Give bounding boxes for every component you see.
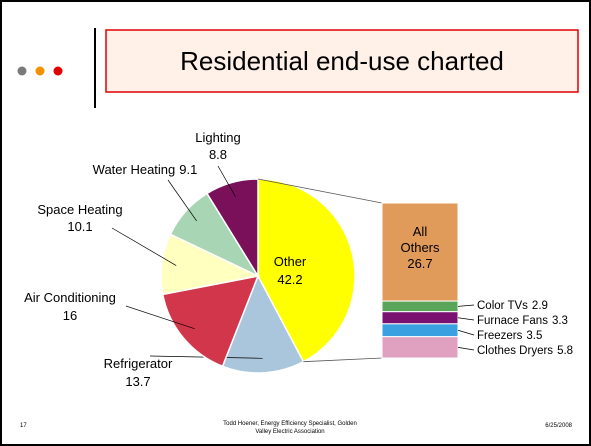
slice-name: Other (274, 254, 307, 269)
bullet-dot (53, 66, 63, 76)
leader-line (457, 304, 475, 307)
leader-line (457, 329, 475, 336)
footer-text: Valley Electric Association (255, 429, 324, 435)
segment-label: Freezers 3.5 (477, 330, 542, 342)
pie-slice (161, 275, 260, 368)
segment-label: Furnace Fans 3.3 (477, 315, 568, 327)
bar-segment (381, 202, 459, 302)
bar-segment (381, 300, 459, 313)
bar-segment (381, 311, 459, 325)
slide-title: Residential end-use charted (180, 46, 504, 76)
segment-name: Freezers (477, 330, 523, 342)
segment-label: Clothes Dryers 5.8 (477, 345, 573, 357)
segment-value: 2.9 (532, 300, 548, 312)
segment-name: Clothes Dryers (477, 345, 553, 357)
leader-line (167, 179, 197, 222)
segment-name: Furnace Fans (477, 315, 548, 327)
pie-slice (205, 178, 259, 279)
leader-line (217, 165, 236, 197)
segment-name: All Others (400, 224, 440, 255)
pie-slice (257, 178, 356, 363)
pie-slice (221, 274, 305, 374)
slice-value: 10.1 (67, 219, 92, 234)
segment-name: Color TVs (477, 300, 528, 312)
slice-name: Air Conditioning (24, 290, 116, 305)
slice-name: Lighting (195, 130, 241, 145)
slice-value: 42.2 (277, 272, 302, 287)
slice-name: Space Heating (37, 202, 122, 217)
slice-label: Water Heating 9.1 (93, 162, 198, 177)
slice-name: Refrigerator (104, 356, 173, 371)
footer-text: Todd Hoener, Energy Efficiency Specialis… (223, 421, 357, 427)
bar-segment (381, 336, 459, 359)
segment-label: Color TVs 2.9 (477, 300, 548, 312)
segment-value: 3.3 (552, 315, 568, 327)
segment-value: 26.7 (407, 256, 432, 271)
bar-segment (381, 323, 459, 338)
slice-value: 8.8 (209, 147, 227, 162)
leader-line (111, 227, 177, 266)
connector (257, 178, 383, 204)
slice-value: 16 (63, 308, 77, 323)
slice-value: 9.1 (179, 162, 197, 177)
footer-date: 6/25/2008 (545, 423, 572, 429)
bullet-dot (35, 66, 45, 76)
slice-name: Water Heating (93, 162, 176, 177)
segment-value: 5.8 (557, 345, 573, 357)
leader-line (457, 347, 475, 351)
segment-value: 3.5 (526, 330, 542, 342)
slice-value: 13.7 (125, 374, 150, 389)
connector (303, 357, 383, 363)
leader-line (125, 305, 195, 330)
bullet-dot (17, 66, 27, 76)
title-box (105, 29, 579, 93)
leader-line (457, 317, 475, 321)
page-number: 17 (20, 423, 27, 429)
